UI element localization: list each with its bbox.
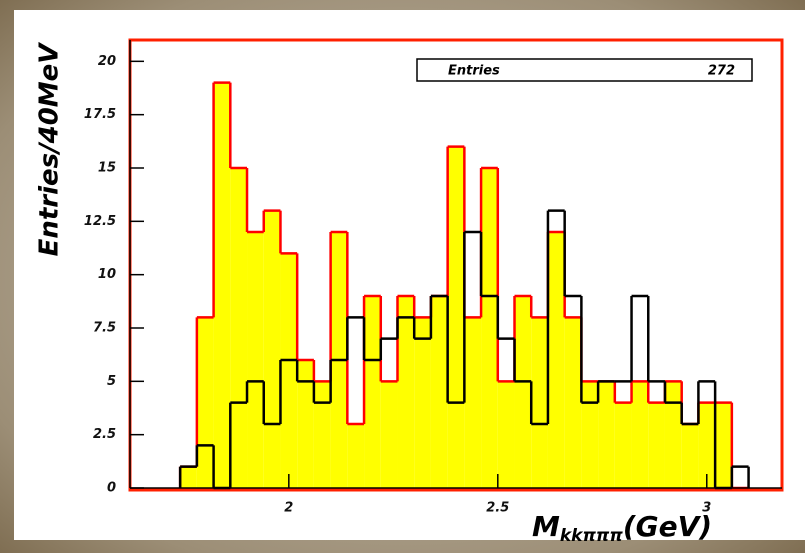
histogram-bar [230, 168, 248, 488]
y-tick-label: 7.5 [93, 321, 116, 336]
histogram-bar [196, 317, 214, 488]
histogram-bar [715, 402, 732, 488]
histogram-bar [547, 232, 565, 488]
x-axis-label: Mkkπππ(GeV) [532, 510, 712, 546]
histogram-bar [397, 296, 415, 488]
histogram-bar [380, 381, 398, 488]
y-tick-label: 15 [98, 161, 116, 176]
histogram-bar [581, 381, 599, 488]
x-tick-label: 3 [702, 501, 711, 516]
stats-box [416, 58, 753, 82]
x-tick-label: 2.5 [486, 501, 509, 516]
histogram-bar [313, 381, 331, 488]
histogram-bar [664, 381, 682, 488]
histogram-bar [464, 317, 482, 488]
histogram-bar [414, 317, 431, 488]
y-axis-label: Entries/40MeV [35, 42, 65, 257]
histogram-bar [213, 82, 231, 489]
histogram-bar [497, 381, 515, 488]
histogram-bar [280, 253, 298, 488]
y-tick-label: 5 [107, 374, 116, 389]
histogram-bar [614, 402, 632, 488]
histogram-bar [297, 360, 314, 488]
stats-value: 272 [708, 64, 735, 79]
histogram-bar [180, 466, 197, 488]
x-label-unit: (GeV) [623, 510, 712, 543]
histogram-bar [514, 296, 532, 488]
x-label-main: M [532, 510, 560, 543]
y-tick-label: 20 [98, 54, 116, 69]
histogram-bar [447, 146, 465, 488]
histogram-bar [564, 317, 582, 488]
histogram-bar [247, 232, 264, 488]
y-tick-label: 10 [98, 267, 116, 282]
y-tick-label: 0 [107, 481, 116, 496]
x-label-sub: kkπππ [560, 526, 624, 546]
x-tick-label: 2 [284, 501, 293, 516]
histogram-bar [481, 168, 498, 488]
stats-label: Entries [448, 64, 500, 79]
plot: 0 2.5 5 7.5 10 12.5 15 17.5 20 2 2.5 3 [84, 40, 782, 516]
histogram-bar [263, 210, 281, 488]
y-tick-label: 2.5 [93, 427, 116, 442]
histogram-bar [631, 381, 649, 488]
histogram-bar [648, 402, 665, 488]
y-tick-label: 12.5 [84, 214, 116, 229]
histogram-bar [698, 402, 716, 488]
histogram-bar [364, 296, 381, 488]
histogram-bar [598, 381, 615, 488]
histogram-bar [681, 424, 699, 488]
histogram-bar [531, 317, 548, 488]
histogram-bar [347, 424, 365, 488]
histogram-bar [430, 296, 448, 488]
y-tick-label: 17.5 [84, 107, 116, 122]
